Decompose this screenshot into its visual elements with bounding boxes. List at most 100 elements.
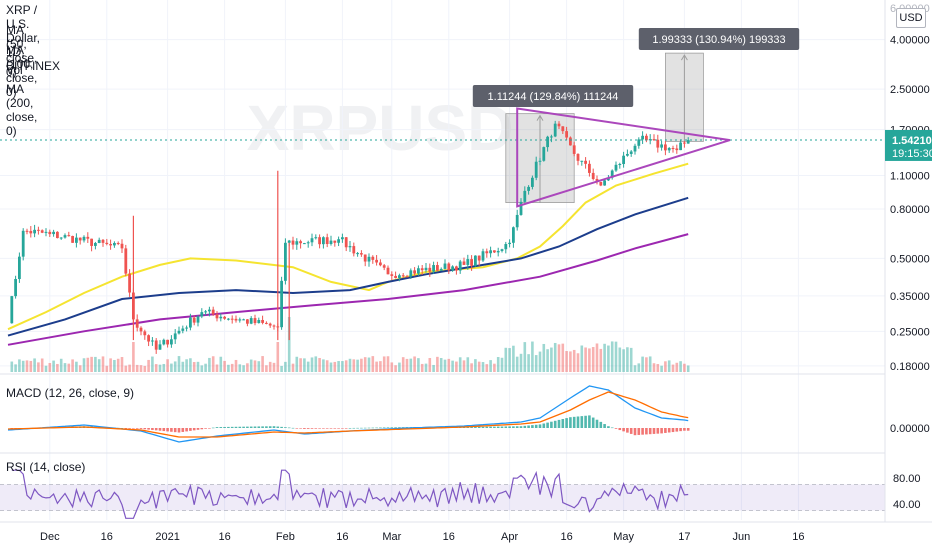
volume-bar [626,347,629,372]
macd-histogram-bar [322,428,325,429]
volume-bar [428,358,432,372]
macd-histogram-bar [572,416,576,428]
price-axis[interactable]: 0.18000 0.25000 0.35000 0.50000 0.80000 1.100… [884,0,932,550]
currency-button[interactable]: USD [896,8,926,28]
candle-body [504,244,508,250]
candle-body [329,240,333,244]
volume-bar [512,345,515,372]
macd-histogram-bar [527,425,530,428]
macd-histogram-bar [151,428,154,430]
triangle-pattern[interactable] [516,107,731,208]
volume-bar [333,361,337,372]
candle-body [52,231,55,235]
macd-histogram-bar [664,428,667,433]
legend-ma200[interactable]: MA (200, close, 0) [6,82,38,138]
candle-body [268,323,272,326]
volume-bar [185,359,188,372]
time-tick-label: 16 [218,531,230,543]
volume-bar [63,363,67,372]
volume-bar [204,363,207,372]
time-axis[interactable]: Dec 16 2021 16 Feb 16 Mar 16 Apr 16 May 17 Jun 16 [0,521,932,550]
macd-histogram-bar [618,428,622,431]
volume-bar [97,359,101,372]
volume-bar [329,362,333,372]
volume-bar [78,365,82,372]
price-tick-label: 0.25000 [890,326,930,338]
price-tick-label: 0.18000 [890,361,930,373]
candle-body [561,126,565,132]
macd-histogram-bar [599,421,603,428]
range-box-1-arrowhead [536,114,544,121]
volume-bar [238,364,242,372]
candle-body [580,160,584,162]
candle-body [109,244,112,246]
candle-body [21,230,25,257]
macd-histogram-bar [211,427,215,429]
candle-body [409,270,413,277]
macd-histogram-bar [371,427,375,429]
macd-histogram-bar [337,428,340,429]
macd-histogram-bar [265,426,268,428]
candle-body [215,314,219,319]
time-tick-label: 16 [101,531,113,543]
candle-body [481,251,485,261]
macd-histogram-bar [135,428,139,429]
macd-histogram-bar [557,419,561,428]
candle-body [139,327,143,332]
candle-body [633,145,637,152]
volume-bar [455,361,458,372]
time-tick-label: 16 [443,531,455,543]
volume-bar [405,358,409,372]
volume-bar [192,362,196,372]
candle-body [660,144,663,148]
macd-histogram-bar [576,416,580,428]
candle-body [603,180,606,186]
volume-bar [379,361,382,372]
candle-body [671,147,675,149]
candle-body [477,255,481,261]
macd-histogram-bar [645,428,648,435]
volume-bar [523,342,527,372]
macd-histogram-bar [648,428,652,435]
volume-bar [40,358,44,372]
volume-bar [344,360,348,372]
candle-body [420,268,424,271]
legend-vol[interactable]: Vol [6,63,23,77]
macd-histogram-bar [386,427,390,428]
macd-histogram-bar [626,428,629,433]
candle-body [147,335,150,342]
candle-body [135,319,139,328]
price-tick-label: 2.50000 [890,84,930,96]
ma50-line [7,162,689,331]
volume-bar [242,365,245,372]
volume-bar [75,361,78,372]
macd-histogram-bar [162,428,166,432]
time-tick-label: Dec [40,531,60,543]
volume-bar [360,358,363,372]
volume-bar [147,359,150,372]
candle-body [37,229,40,231]
candle-body [314,237,318,239]
macd-histogram-bar [360,427,363,429]
candle-body [219,316,223,319]
macd-histogram-bar [356,427,359,429]
volume-bar [101,356,105,372]
macd-histogram-bar [683,428,686,431]
macd-histogram-bar [341,428,344,429]
volume-bars [10,317,690,372]
price-tick-label: 4.00000 [890,35,930,47]
macd-histogram-bar [154,428,158,431]
legend-ma100[interactable]: MA (100, close, 0) [6,43,38,99]
volume-bar [599,348,603,372]
volume-bar [268,361,272,372]
volume-bar [504,347,508,372]
volume-bar [466,357,470,372]
legend-ma50[interactable]: MA (50, close, 0) [6,23,38,79]
volume-bar [629,347,633,372]
candle-body [538,160,542,162]
volume-bar [211,356,215,372]
macd-histogram-bar [189,428,192,431]
macd-histogram-bar [276,426,280,428]
volume-bar [656,364,660,372]
